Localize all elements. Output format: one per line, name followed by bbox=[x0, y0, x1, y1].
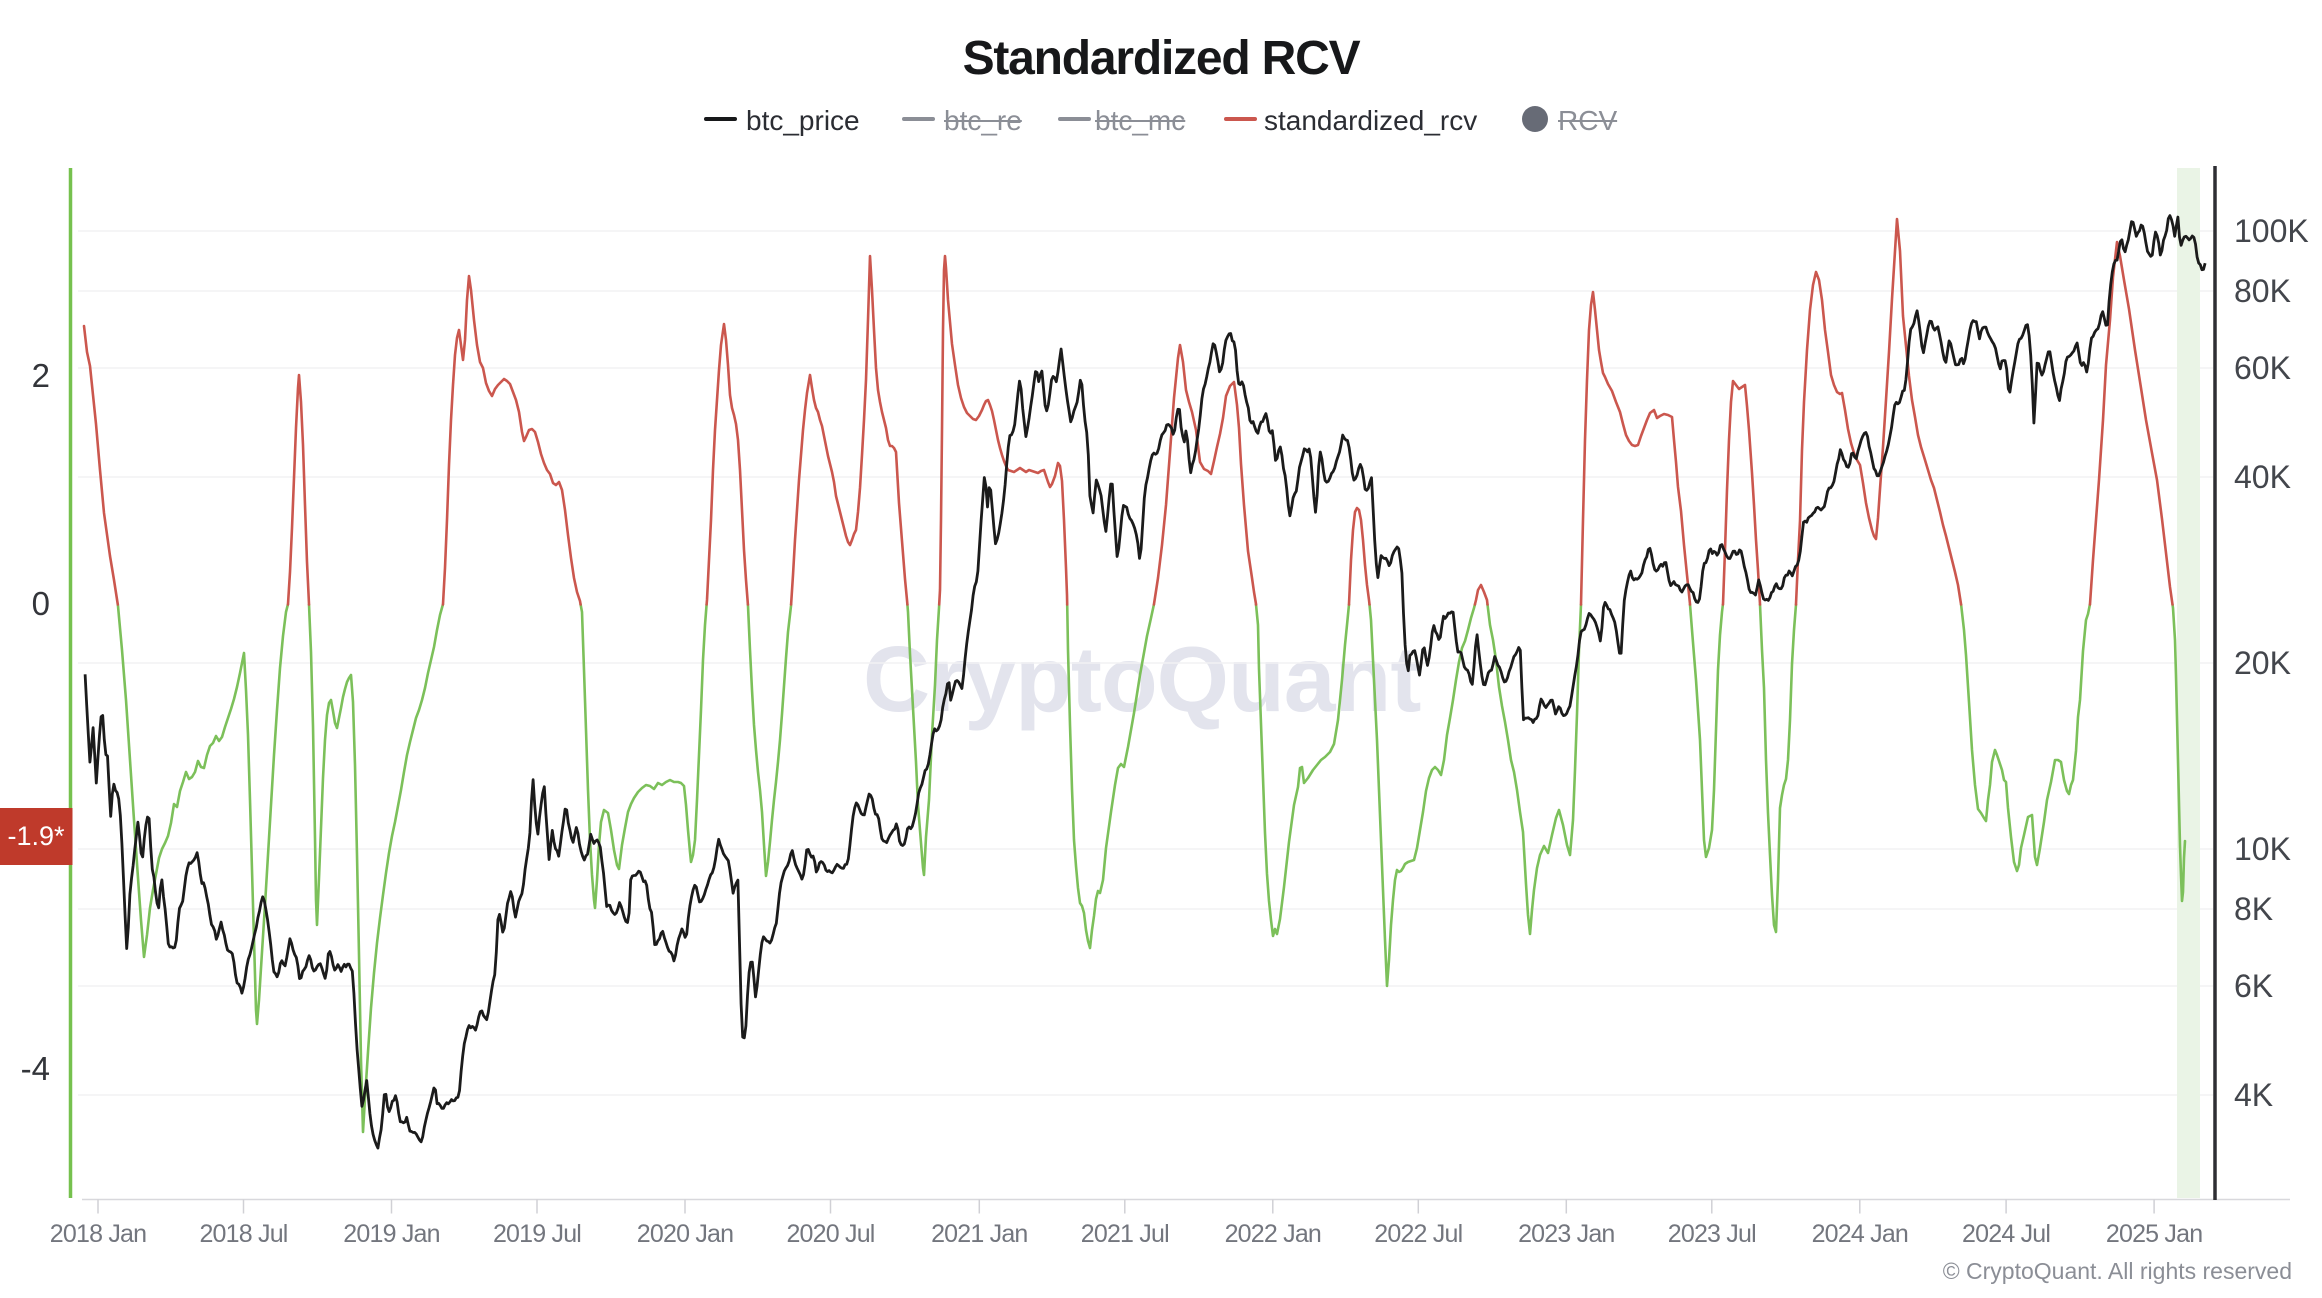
svg-text:2: 2 bbox=[32, 357, 50, 394]
svg-text:CryptoQuant: CryptoQuant bbox=[863, 627, 1420, 731]
svg-text:4K: 4K bbox=[2234, 1077, 2273, 1113]
svg-text:2025 Jan: 2025 Jan bbox=[2106, 1220, 2202, 1248]
svg-text:2021 Jul: 2021 Jul bbox=[1081, 1220, 1169, 1248]
svg-text:2023 Jan: 2023 Jan bbox=[1518, 1220, 1614, 1248]
svg-text:10K: 10K bbox=[2234, 831, 2291, 867]
svg-text:40K: 40K bbox=[2234, 459, 2291, 495]
svg-text:-1.9*: -1.9* bbox=[7, 821, 65, 851]
svg-text:60K: 60K bbox=[2234, 350, 2291, 386]
svg-text:2019 Jul: 2019 Jul bbox=[493, 1220, 581, 1248]
svg-text:2020 Jan: 2020 Jan bbox=[637, 1220, 733, 1248]
svg-text:2020 Jul: 2020 Jul bbox=[786, 1220, 874, 1248]
svg-text:100K: 100K bbox=[2234, 213, 2309, 249]
svg-text:-4: -4 bbox=[21, 1050, 50, 1087]
svg-text:2018 Jul: 2018 Jul bbox=[199, 1220, 287, 1248]
svg-text:2022 Jul: 2022 Jul bbox=[1374, 1220, 1462, 1248]
svg-text:20K: 20K bbox=[2234, 645, 2291, 681]
svg-text:2024 Jul: 2024 Jul bbox=[1962, 1220, 2050, 1248]
svg-text:2019 Jan: 2019 Jan bbox=[343, 1220, 439, 1248]
svg-text:6K: 6K bbox=[2234, 968, 2273, 1004]
svg-text:8K: 8K bbox=[2234, 891, 2273, 927]
svg-text:2023 Jul: 2023 Jul bbox=[1668, 1220, 1756, 1248]
svg-text:2018 Jan: 2018 Jan bbox=[50, 1220, 146, 1248]
svg-text:2024 Jan: 2024 Jan bbox=[1812, 1220, 1908, 1248]
svg-text:2022 Jan: 2022 Jan bbox=[1225, 1220, 1321, 1248]
svg-text:2021 Jan: 2021 Jan bbox=[931, 1220, 1027, 1248]
svg-text:80K: 80K bbox=[2234, 273, 2291, 309]
svg-text:0: 0 bbox=[32, 585, 50, 622]
